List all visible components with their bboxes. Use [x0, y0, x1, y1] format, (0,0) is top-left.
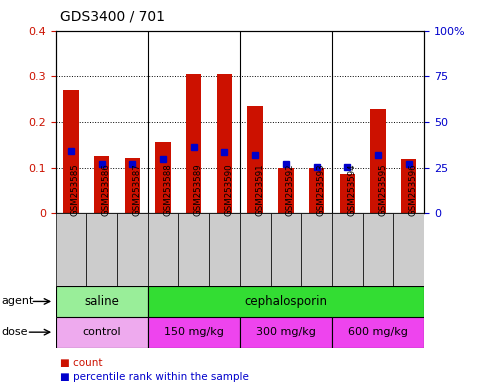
Text: 150 mg/kg: 150 mg/kg: [164, 327, 224, 337]
Bar: [86, 213, 117, 286]
Text: GSM253588: GSM253588: [163, 163, 172, 216]
Bar: [301, 213, 332, 286]
Bar: [209, 213, 240, 286]
Text: GSM253595: GSM253595: [378, 164, 387, 216]
Text: agent: agent: [1, 296, 34, 306]
Bar: [148, 286, 424, 317]
Text: GSM253594: GSM253594: [347, 164, 356, 216]
Text: 300 mg/kg: 300 mg/kg: [256, 327, 316, 337]
Bar: [178, 213, 209, 286]
Bar: [56, 286, 148, 317]
Text: GSM253596: GSM253596: [409, 164, 418, 216]
Bar: [63, 90, 79, 213]
Bar: [117, 213, 148, 286]
Text: ■ percentile rank within the sample: ■ percentile rank within the sample: [60, 372, 249, 382]
Bar: [56, 213, 86, 286]
Bar: [309, 167, 324, 213]
Text: cephalosporin: cephalosporin: [244, 295, 327, 308]
Text: ■ count: ■ count: [60, 358, 103, 368]
Text: GSM253590: GSM253590: [225, 164, 233, 216]
Text: 600 mg/kg: 600 mg/kg: [348, 327, 408, 337]
Bar: [332, 317, 424, 348]
Bar: [240, 213, 270, 286]
Bar: [240, 317, 332, 348]
Text: GSM253586: GSM253586: [101, 163, 111, 216]
Bar: [148, 213, 178, 286]
Bar: [148, 317, 240, 348]
Bar: [393, 213, 424, 286]
Text: GDS3400 / 701: GDS3400 / 701: [60, 9, 165, 23]
Text: GSM253585: GSM253585: [71, 163, 80, 216]
Bar: [125, 158, 140, 213]
Text: dose: dose: [1, 327, 28, 337]
Bar: [278, 167, 294, 213]
Text: saline: saline: [84, 295, 119, 308]
Bar: [332, 213, 363, 286]
Text: GSM253592: GSM253592: [286, 164, 295, 216]
Bar: [56, 317, 148, 348]
Bar: [156, 142, 170, 213]
Text: GSM253589: GSM253589: [194, 164, 203, 216]
Bar: [186, 74, 201, 213]
Bar: [217, 74, 232, 213]
Text: GSM253587: GSM253587: [132, 163, 142, 216]
Bar: [363, 213, 393, 286]
Text: GSM253591: GSM253591: [255, 164, 264, 216]
Bar: [270, 213, 301, 286]
Bar: [340, 174, 355, 213]
Bar: [370, 109, 386, 213]
Bar: [401, 159, 416, 213]
Text: GSM253593: GSM253593: [316, 164, 326, 216]
Bar: [94, 156, 109, 213]
Bar: [247, 106, 263, 213]
Text: control: control: [82, 327, 121, 337]
